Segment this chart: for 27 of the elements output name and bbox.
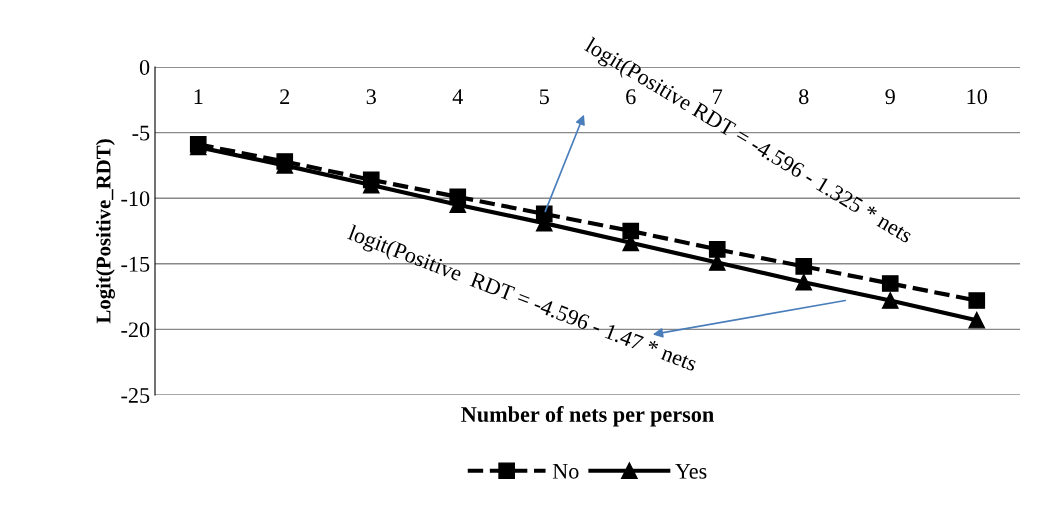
x-tick-label: 2 bbox=[280, 89, 290, 104]
x-tick-label: 5 bbox=[539, 89, 549, 105]
y-tick-label: 0 bbox=[139, 59, 150, 75]
x-tick-label: 4 bbox=[452, 89, 463, 104]
point bbox=[968, 292, 986, 309]
point bbox=[708, 241, 726, 258]
x-tick-label: 1 bbox=[194, 89, 203, 104]
point bbox=[968, 311, 986, 329]
x-tick-label: 9 bbox=[885, 89, 895, 105]
y-tick-label: -10 bbox=[121, 191, 150, 207]
legend-label: Yes bbox=[675, 463, 707, 479]
y-tick-label: -20 bbox=[121, 322, 150, 338]
y-tick-label: -5 bbox=[132, 125, 150, 141]
point bbox=[881, 292, 899, 309]
y-tick-label: -15 bbox=[121, 256, 150, 272]
x-tick-label: 3 bbox=[366, 89, 376, 105]
point bbox=[622, 222, 640, 240]
point bbox=[881, 275, 899, 292]
x-axis-title: Number of nets per person bbox=[461, 406, 714, 427]
point bbox=[795, 258, 813, 275]
point bbox=[795, 273, 813, 291]
x-tick-label: 10 bbox=[967, 89, 988, 105]
x-tick-label: 8 bbox=[799, 89, 809, 105]
x-tick-label: 7 bbox=[713, 89, 723, 104]
legend-label: No bbox=[552, 463, 579, 479]
y-tick-label: -25 bbox=[121, 387, 150, 403]
y-axis-title: Logit(Positive_RDT) bbox=[95, 139, 115, 324]
